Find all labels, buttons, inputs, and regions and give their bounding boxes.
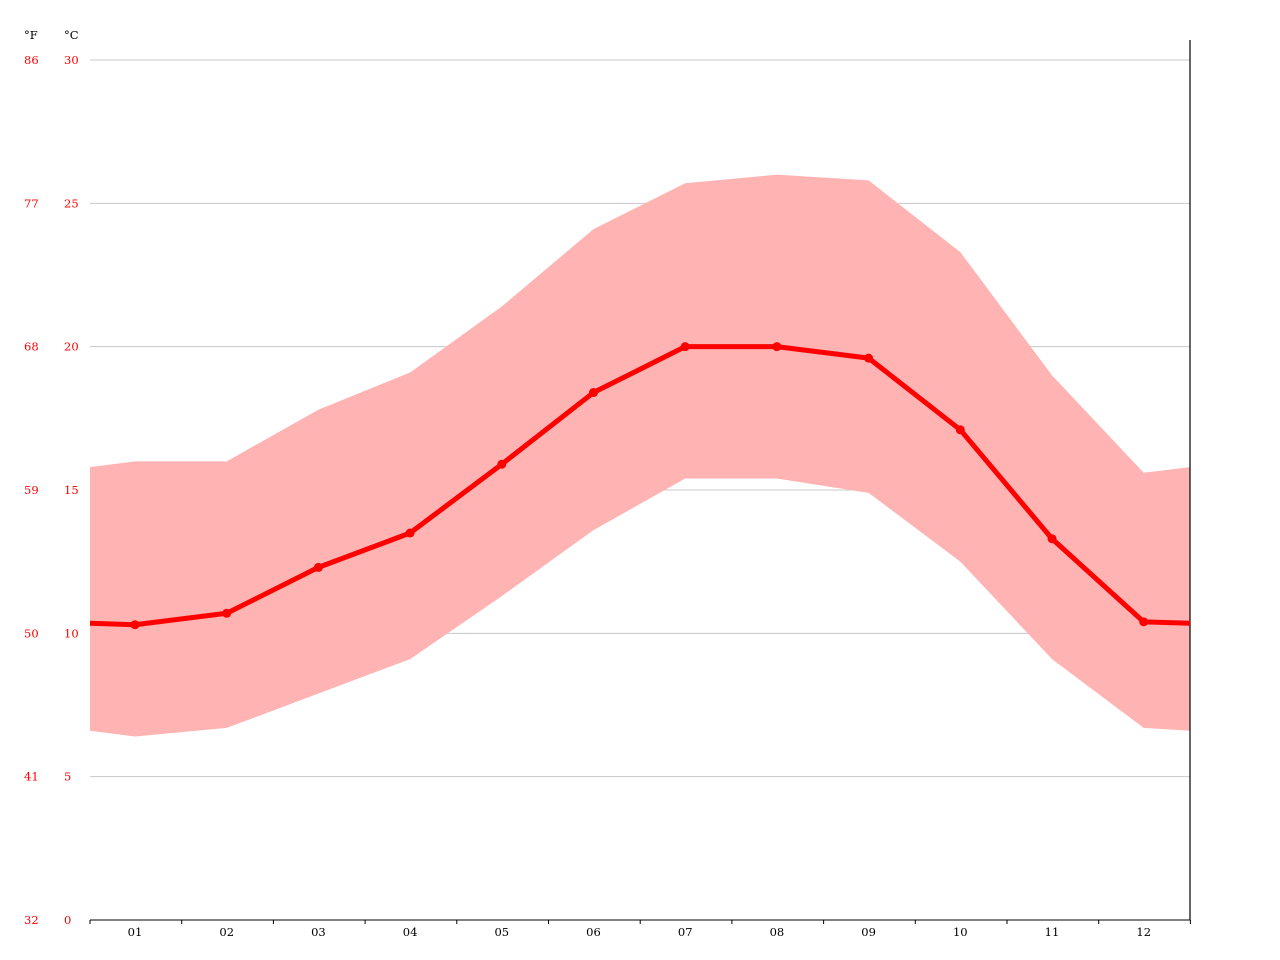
mean-point [497,459,507,469]
x-tick-label: 11 [1045,925,1060,939]
y-tick-label-celsius: 15 [64,483,79,497]
mean-point [680,342,690,352]
y-tick-label-fahrenheit: 32 [24,913,39,927]
x-tick-label: 05 [494,925,509,939]
x-tick-label: 02 [219,925,234,939]
x-tick-label: 09 [861,925,876,939]
y-tick-label-celsius: 10 [64,626,79,640]
x-tick-label: 03 [311,925,326,939]
x-tick-label: 04 [403,925,418,939]
mean-point [130,620,140,630]
mean-point [405,528,415,538]
y-tick-label-celsius: 25 [64,196,79,210]
y-tick-label-fahrenheit: 41 [24,770,39,784]
y-tick-label-celsius: 30 [64,53,79,67]
y-tick-label-fahrenheit: 86 [24,53,39,67]
mean-temperature-line [89,344,1191,628]
mean-point [1139,617,1149,627]
x-tick-label: 07 [678,925,693,939]
x-tick-label: 12 [1136,925,1151,939]
x-tick-label: 10 [953,925,968,939]
x-tick-label: 06 [586,925,601,939]
celsius-unit-label: °C [64,28,79,42]
y-tick-label-fahrenheit: 50 [24,626,39,640]
y-tick-label-celsius: 0 [64,913,71,927]
points-layer [130,342,1149,630]
y-tick-label-fahrenheit: 68 [24,340,39,354]
y-tick-label-fahrenheit: 77 [24,196,39,210]
mean-point [955,425,965,435]
mean-point [864,353,874,363]
temperature-range-band [90,174,1190,737]
fahrenheit-unit-label: °F [24,28,38,42]
mean-point [313,562,323,572]
axis-layer [89,40,1191,924]
y-tick-label-celsius: 5 [64,770,71,784]
x-tick-label: 01 [128,925,143,939]
x-tick-label: 08 [770,925,785,939]
y-tick-label-fahrenheit: 59 [24,483,39,497]
y-tick-label-celsius: 20 [64,340,79,354]
mean-point [1047,534,1057,544]
mean-point [222,608,232,618]
mean-point [589,388,598,398]
mean-point [772,342,782,352]
labels-layer: °F °C 32 0 41 5 50 10 59 15 68 20 77 25 86 30 01 02 03 04… [24,28,1151,939]
